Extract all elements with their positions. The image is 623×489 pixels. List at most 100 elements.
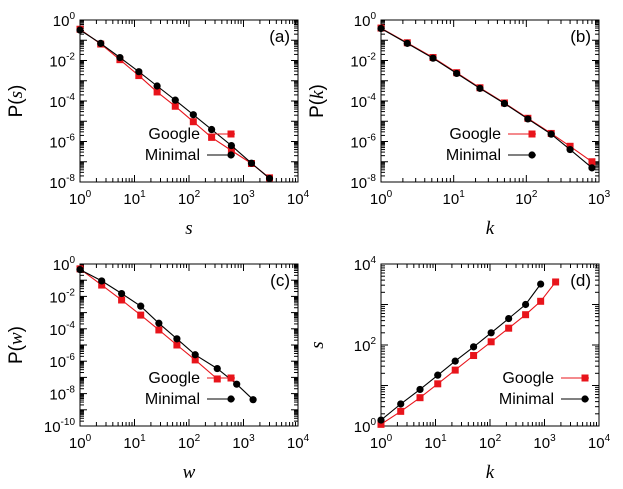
tick-base: 10	[443, 191, 460, 208]
data-point	[173, 341, 181, 349]
tick-exponent: -8	[367, 173, 376, 184]
y-tick-label: 10-4	[350, 92, 376, 111]
data-point	[227, 141, 236, 150]
y-axis-label-variable: s	[307, 341, 328, 348]
legend-marker	[581, 374, 589, 382]
y-axis-label: s	[307, 341, 328, 348]
chart-panel-c: 100 101 102 103 10410010-210-410-610-810-10w…	[6, 255, 310, 483]
data-point	[76, 266, 84, 274]
legend: Google Minimal	[499, 370, 589, 408]
x-tick-label: 104	[287, 189, 310, 208]
legend-marker	[528, 130, 536, 138]
panel-label: (a)	[269, 27, 290, 46]
data-point	[98, 281, 106, 289]
legend: Google Minimal	[145, 370, 235, 408]
legend-marker	[227, 130, 235, 138]
x-tick-label: 103	[232, 189, 255, 208]
x-axis-label: s	[185, 218, 192, 239]
data-point	[487, 338, 495, 346]
tick-base: 10	[350, 135, 367, 152]
y-axis-label-prefix: P(	[6, 344, 27, 364]
tick-base: 10	[479, 435, 496, 452]
tick-base: 10	[49, 322, 66, 339]
y-axis-label-suffix: )	[6, 326, 27, 332]
data-point	[566, 145, 574, 154]
data-point	[377, 420, 385, 428]
data-point	[247, 159, 256, 167]
tick-exponent: 0	[370, 417, 376, 428]
tick-base: 10	[178, 435, 195, 452]
series-line	[79, 269, 254, 401]
data-point	[588, 164, 596, 172]
tick-base: 10	[49, 54, 66, 71]
data-point	[547, 130, 555, 138]
x-axis-label: k	[486, 462, 495, 483]
series-line	[380, 28, 593, 169]
tick-base: 10	[178, 191, 195, 208]
data-point	[213, 364, 221, 373]
x-tick-label: 103	[533, 433, 556, 452]
tick-exponent: -6	[66, 133, 75, 144]
x-axis-label: w	[183, 462, 196, 483]
panel-label: (b)	[570, 27, 591, 46]
data-point	[476, 84, 484, 92]
y-axis-label-suffix: )	[307, 84, 328, 90]
x-tick-label: 101	[123, 189, 146, 208]
tick-exponent: 4	[605, 433, 611, 444]
tick-base: 10	[424, 435, 441, 452]
legend-label: Google	[148, 126, 200, 143]
data-point	[233, 380, 241, 388]
tick-base: 10	[49, 94, 66, 111]
data-point	[588, 158, 596, 166]
tick-base: 10	[370, 435, 387, 452]
data-point	[469, 343, 478, 351]
x-tick-label: 100	[370, 189, 393, 208]
x-tick-label: 100	[370, 433, 393, 452]
tick-base: 10	[533, 435, 550, 452]
x-tick-label: 104	[287, 433, 310, 452]
tick-exponent: 1	[140, 433, 146, 444]
x-tick-label: 100	[69, 433, 92, 452]
tick-exponent: 1	[140, 189, 146, 200]
tick-exponent: 3	[550, 433, 556, 444]
y-tick-label: 10-4	[49, 320, 75, 339]
data-point	[377, 24, 385, 33]
tick-exponent: 2	[496, 433, 502, 444]
y-axis-label-variable: w	[6, 332, 27, 345]
data-point	[522, 300, 530, 309]
series-minimal	[377, 24, 596, 172]
x-tick-label: 102	[515, 189, 538, 208]
data-point	[500, 99, 509, 108]
tick-exponent: 0	[387, 189, 393, 200]
x-tick-label: 101	[443, 189, 466, 208]
data-point	[552, 278, 560, 286]
tick-base: 10	[49, 354, 66, 371]
tick-exponent: 0	[370, 11, 376, 22]
chart-panel-d: 100 101 102 103 104104102100ks(d)GoogleMinim…	[307, 255, 611, 483]
data-point	[537, 297, 545, 305]
data-point	[429, 54, 437, 62]
data-point	[434, 380, 442, 388]
legend-label: Minimal	[446, 147, 501, 164]
y-axis-label-prefix: P(	[307, 98, 328, 118]
y-tick-label: 10-8	[49, 385, 75, 404]
tick-exponent: 0	[86, 433, 92, 444]
y-tick-label: 10-2	[350, 52, 376, 71]
data-point	[453, 69, 461, 78]
legend: Google Minimal	[446, 126, 536, 164]
tick-base: 10	[232, 435, 249, 452]
data-point	[155, 319, 163, 327]
x-tick-label: 100	[69, 189, 92, 208]
data-point	[171, 102, 179, 110]
y-axis-label: P(w)	[6, 326, 27, 364]
y-tick-label: 10-8	[350, 173, 376, 192]
tick-exponent: 3	[605, 189, 611, 200]
data-point	[135, 68, 143, 76]
x-tick-label: 101	[123, 433, 146, 452]
data-point	[208, 125, 216, 134]
y-tick-label: 100	[53, 11, 76, 30]
tick-exponent: 2	[195, 189, 201, 200]
y-tick-label: 10-6	[350, 133, 376, 152]
data-point	[265, 174, 274, 183]
data-point	[227, 146, 235, 154]
